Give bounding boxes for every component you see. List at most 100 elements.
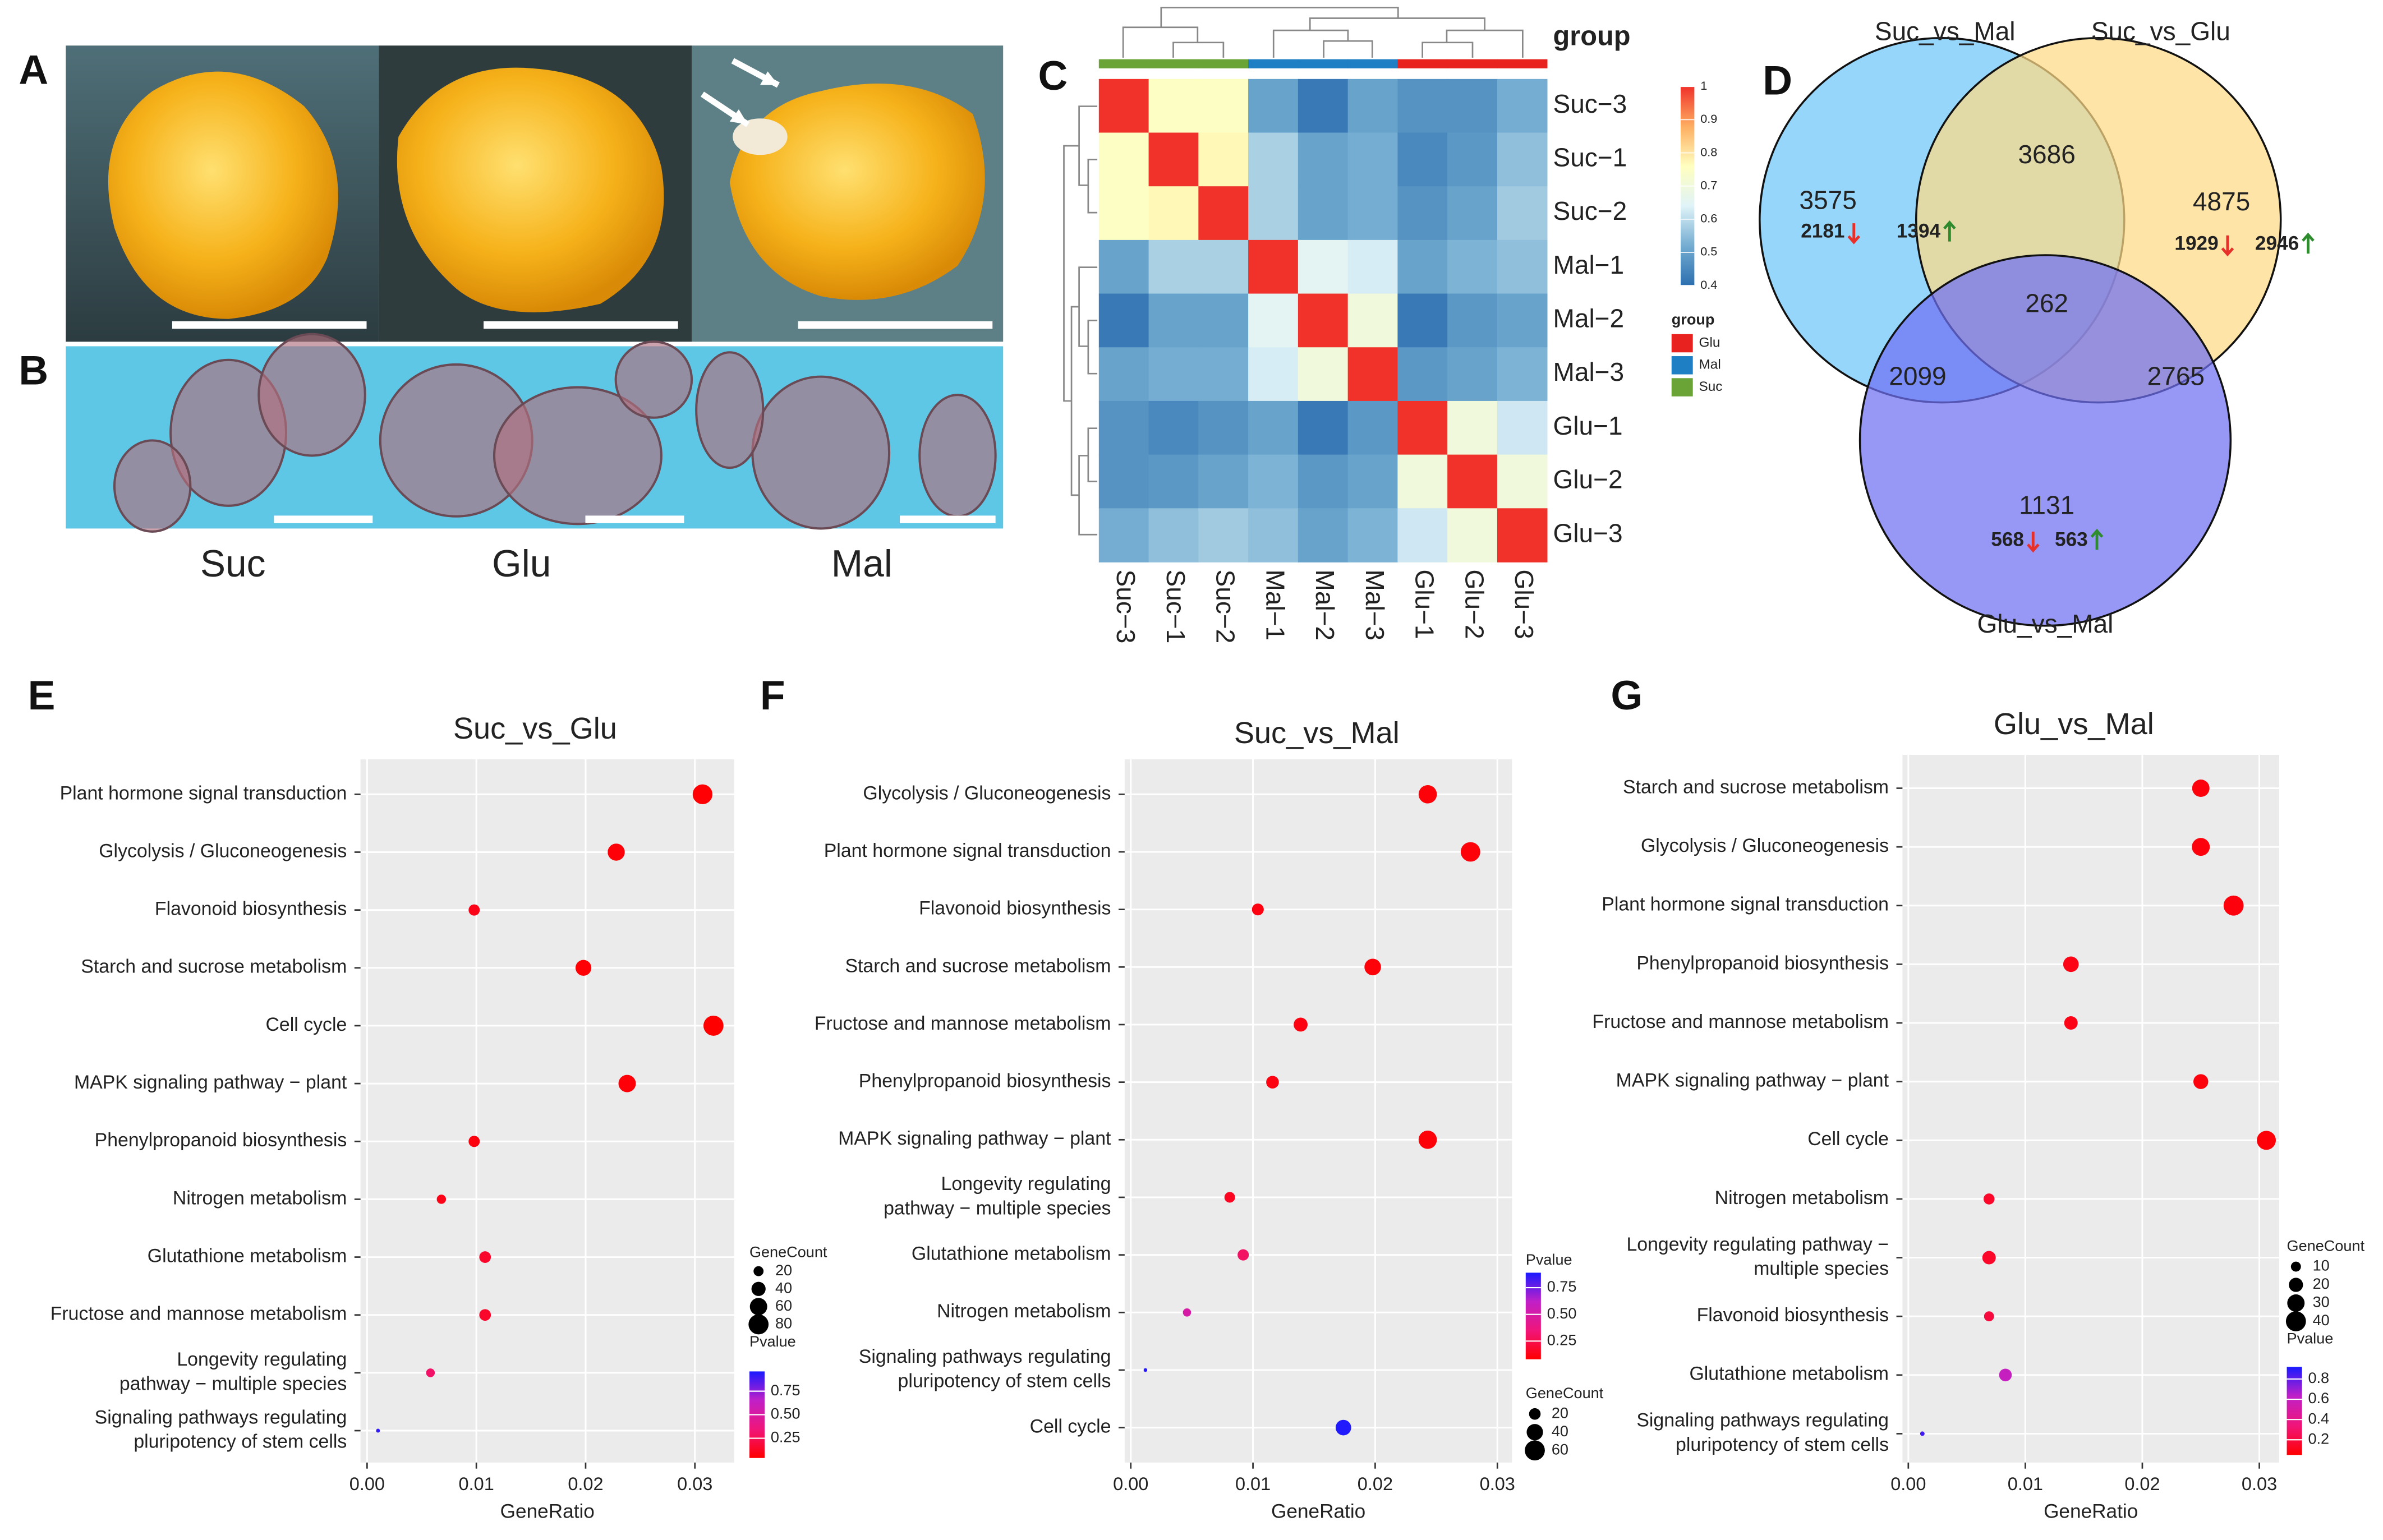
dot [1266,1076,1279,1089]
heat-cell [1347,79,1398,133]
row-label: Glu−1 [1553,411,1623,440]
heat-cell [1447,239,1498,294]
size-key-label: 40 [2313,1311,2330,1329]
dot [1984,1311,1994,1322]
dot [436,1195,447,1204]
heat-cell [1148,79,1199,133]
y-tick-label: Glycolysis / Gluconeogenesis [99,840,347,861]
size-key-label: 80 [775,1315,792,1332]
dot [479,1251,491,1263]
up-arrow [2026,531,2040,553]
x-tick-label: 0.00 [349,1474,385,1494]
column-label: Glu−3 [1510,570,1539,639]
dendrogram [1063,105,1098,536]
dot [468,904,480,916]
y-tick-label: Nitrogen metabolism [937,1301,1111,1322]
y-tick-label: Fructose and mannose metabolism [815,1013,1111,1034]
colorbar-label: 0.50 [771,1405,801,1422]
heat-cell [1497,347,1548,402]
dot [1460,842,1480,862]
plot-panel [360,759,734,1463]
dot [1237,1249,1249,1261]
x-axis-label: GeneRatio [2044,1501,2138,1523]
heat-cell [1447,186,1498,241]
row-label: Suc−2 [1553,196,1627,225]
heat-cell [1148,454,1199,509]
size-key-label: 60 [775,1297,792,1314]
heat-cell [1397,239,1448,294]
y-tick-label: Signaling pathways regulating [1636,1410,1889,1431]
column-label: Mal−1 [1260,570,1290,641]
y-tick-label: Flavonoid biosynthesis [155,898,347,920]
callus [729,83,985,300]
heat-cell [1298,347,1349,402]
heat-cell [1248,347,1299,402]
legend-title: Pvalue [1526,1251,1572,1268]
panel-label: E [28,673,56,718]
heat-cell [1248,79,1299,133]
y-tick-label: Glycolysis / Gluconeogenesis [863,782,1111,804]
cells [113,333,997,533]
heat-cell [1397,400,1448,455]
size-key [753,1266,764,1276]
y-tick-label: Longevity regulating [941,1173,1111,1195]
heat-cell [1347,239,1398,294]
heat-cell [1298,186,1349,241]
row-label: Glu−3 [1553,518,1623,547]
down-arrow [2302,232,2315,254]
heat-cell [1397,132,1448,187]
dot [1335,1419,1351,1436]
row-label: Glu−2 [1553,465,1623,494]
venn-up-count: 2181 [1801,220,1844,242]
dot [1983,1193,1995,1205]
heat-cell [1447,347,1498,402]
condition-label: Mal [831,543,893,585]
dot [2063,956,2079,972]
heat-cell [1447,132,1498,187]
callus-white [733,118,788,155]
heat-cell [1098,132,1149,187]
dot [703,1016,724,1036]
heat-cell [1248,454,1299,509]
row-label: Mal−1 [1553,250,1625,279]
dot [1183,1308,1192,1317]
venn-count: 2099 [1889,361,1946,390]
heat-cell [1497,186,1548,241]
colorbar-label: 0.6 [1700,211,1717,225]
heat-cell [1098,239,1149,294]
panel-label: D [1763,58,1792,103]
heat-cell [1098,508,1149,562]
callus [108,71,338,319]
y-tick-label: Starch and sucrose metabolism [1623,776,1889,797]
heat-cell [1198,79,1249,133]
dot [2192,838,2210,856]
dot [2064,1016,2078,1030]
dot [1294,1017,1308,1032]
y-tick-label: Nitrogen metabolism [1715,1187,1889,1209]
heat-cell [1098,186,1149,241]
heat-cell [1497,400,1548,455]
y-tick-label: Nitrogen metabolism [173,1187,347,1209]
x-tick-label: 0.02 [1358,1474,1393,1494]
dot [618,1075,636,1092]
y-tick-label: Longevity regulating [177,1349,347,1370]
legend-label: Glu [1699,335,1720,350]
size-key-label: 60 [1552,1440,1568,1458]
group-bar [1447,59,1498,68]
size-key [1525,1440,1545,1461]
group-bar [1148,59,1199,68]
heat-cell [1497,132,1548,187]
venn-count: 2765 [2147,361,2205,390]
heat-cell [1198,347,1249,402]
size-key [2289,1278,2303,1292]
size-key [1526,1424,1543,1441]
heat-cell [1347,293,1398,348]
x-tick-label: 0.03 [677,1474,712,1494]
colorbar-label: 0.4 [1700,278,1717,292]
heat-cell [1497,293,1548,348]
venn-up-count: 1929 [2174,232,2218,254]
heat-cell [1148,508,1199,562]
photo-row-a [66,45,1004,342]
group-bar [1198,59,1249,68]
